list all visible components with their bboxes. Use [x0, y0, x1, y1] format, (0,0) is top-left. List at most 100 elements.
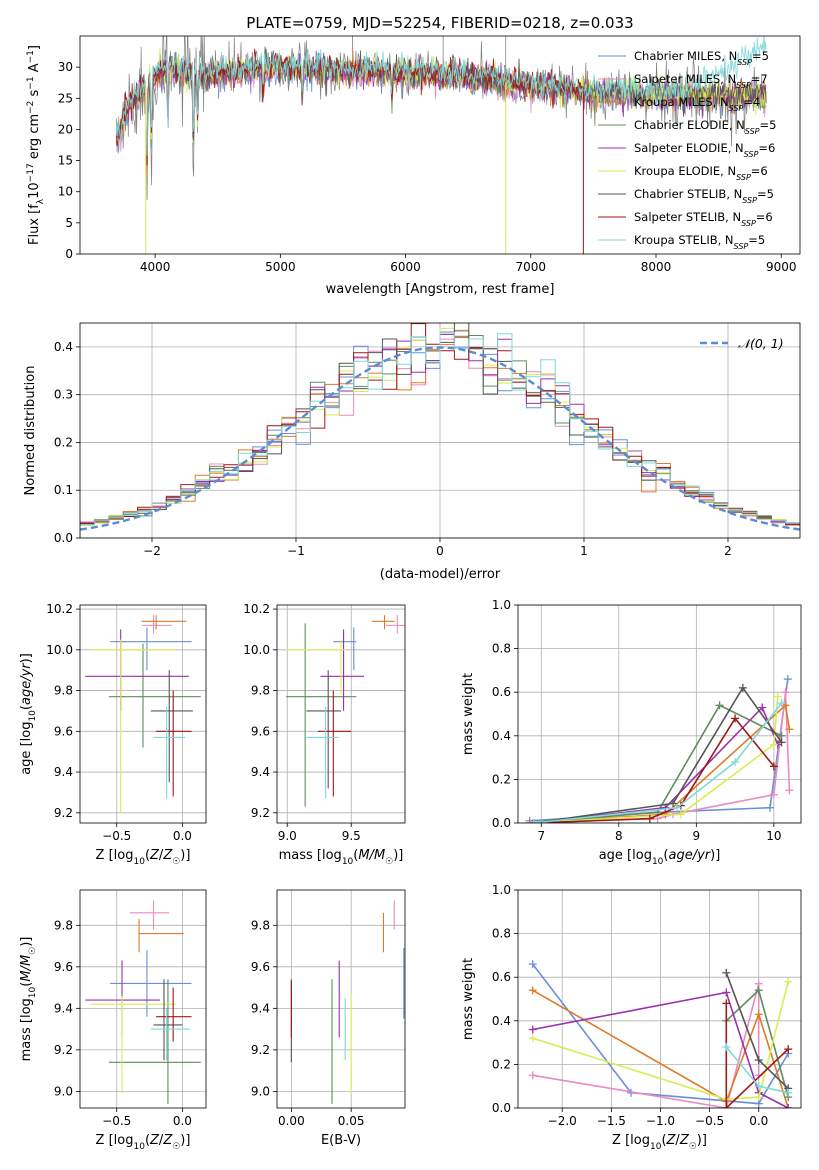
errorbar-kroupa-miles	[141, 615, 187, 630]
weight-marker-kroupa-stelib	[777, 699, 786, 708]
plot-area-mass_vs_Z	[80, 890, 206, 1108]
weight-marker-chabrier-elodie	[715, 701, 724, 710]
y-tick-label: 0.4	[492, 1014, 511, 1028]
errorbar-salpeter-miles	[129, 900, 170, 930]
y-tick-label: 9.2	[54, 1043, 73, 1057]
weight-marker-kroupa-elodie	[754, 1093, 763, 1102]
panel-mass_vs_ebv: 0.00 0.05 9.0 9.2 9.4 9.6 9.8 E(B-V)	[251, 889, 406, 1148]
x-tick-label: −2	[143, 544, 161, 558]
errorbar-salpeter-miles	[385, 615, 405, 634]
legend-label-chabrier-elodie: Chabrier ELODIE, NSSP=5	[634, 118, 776, 136]
spectrum-y-label: Flux [fλ10−17 erg cm−2 s−1 A−1]	[26, 45, 46, 245]
axes-frame-age_vs_Z	[79, 604, 207, 824]
weight-marker-salpeter-stelib	[722, 999, 731, 1008]
y-tick-label: 10.0	[243, 643, 270, 657]
weight-marker-kroupa-elodie	[773, 692, 782, 701]
y-tick-label: 9.6	[54, 960, 73, 974]
x-tick-label: 7000	[516, 260, 547, 274]
mass_vs_Z-x-label: Z [log10(Z/Z☉)]	[96, 1133, 191, 1152]
weight-marker-salpeter-stelib	[784, 1045, 793, 1054]
y-tick-label: 0.2	[492, 1057, 511, 1071]
weight-marker-kroupa-stelib	[722, 1042, 731, 1051]
x-tick-label: −0.5	[695, 1114, 724, 1128]
weight-marker-salpeter-miles	[769, 790, 778, 799]
age_vs_mass-x-label: mass [log10(M/M☉)]	[279, 848, 404, 867]
errorbar-kroupa-stelib	[306, 706, 339, 799]
residuals-x-label: (data-model)/error	[380, 567, 501, 582]
weight-marker-kroupa-miles	[785, 725, 794, 734]
x-tick-label: 0.0	[749, 1114, 768, 1128]
weight-marker-kroupa-stelib	[529, 819, 538, 823]
x-tick-label: 5000	[265, 260, 296, 274]
weight-marker-salpeter-miles	[781, 688, 790, 697]
axes-frame-weight_vs_Z	[517, 889, 802, 1109]
weight-marker-chabrier-stelib	[722, 968, 731, 977]
axes-frame-age_vs_mass	[276, 604, 406, 824]
x-tick-label: 7	[537, 829, 545, 843]
legend-label-chabrier-stelib: Chabrier STELIB, NSSP=5	[634, 187, 774, 205]
x-tick-label: −1.5	[597, 1114, 626, 1128]
weight-marker-salpeter-stelib	[645, 814, 654, 823]
weight-marker-salpeter-miles	[528, 1071, 537, 1080]
y-tick-label: 9.4	[54, 1001, 73, 1015]
y-tick-label: 9.0	[251, 1084, 270, 1098]
plot-area-weight_vs_Z	[518, 890, 801, 1108]
x-tick-label: −0.5	[102, 829, 131, 843]
plot-area-age_vs_mass	[277, 605, 405, 823]
y-tick-label: 0	[65, 247, 73, 261]
x-tick-label: 8	[615, 829, 623, 843]
gaussian-curve	[80, 346, 800, 531]
weight_vs_age-x-label: age [log10(age/yr)]	[599, 848, 721, 867]
y-tick-label: 30	[58, 60, 73, 74]
y-tick-label: 9.4	[251, 765, 270, 779]
weight-line-chabrier-miles	[532, 963, 789, 1105]
weight-line-salpeter-miles	[532, 983, 760, 1108]
panel-weight_vs_Z: −2.0 −1.5 −1.0 −0.5 0.0 0.0 0.2 0.4 0.6 0.8 1.0 Z […	[461, 883, 802, 1152]
y-tick-label: 20	[58, 122, 73, 136]
panel-residuals: −2 −1 0 1 2 0.0 0.1 0.2 0.3 0.4 (data-model)/error…	[23, 322, 801, 582]
errorbar-kroupa-elodie	[285, 639, 347, 695]
x-tick-label: 0.05	[338, 1114, 365, 1128]
panel-age_vs_Z: −0.5 0.0 9.2 9.4 9.6 9.8 10.0 10.2 Z [log10(Z/Z☉…	[19, 602, 207, 867]
y-tick-label: 9.2	[251, 806, 270, 820]
weight-marker-kroupa-stelib	[731, 757, 740, 766]
weight_vs_Z-x-label: Z [log10(Z/Z☉)]	[612, 1133, 707, 1152]
x-tick-label: 9000	[766, 260, 797, 274]
axes-frame-spectrum	[79, 35, 801, 255]
y-tick-label: 0.0	[492, 1101, 511, 1115]
weight-line-chabrier-stelib	[533, 686, 783, 823]
weight-marker-kroupa-miles	[754, 1010, 763, 1019]
errorbar-kroupa-elodie	[90, 639, 176, 813]
y-tick-label: 15	[58, 154, 73, 168]
figure-title: PLATE=0759, MJD=52254, FIBERID=0218, z=0…	[246, 14, 633, 32]
y-tick-label: 9.0	[54, 1084, 73, 1098]
weight_vs_Z-y-label: mass weight	[461, 958, 476, 1040]
y-tick-label: 9.8	[251, 684, 270, 698]
weight-marker-salpeter-stelib	[722, 1104, 731, 1108]
panel-spectrum: 4000 5000 6000 7000 8000 9000 0 5 10 15 20 25 30 wave…	[26, 35, 801, 297]
errorbar-salpeter-stelib	[156, 690, 192, 797]
y-tick-label: 0.2	[492, 772, 511, 786]
weight-marker-chabrier-stelib	[669, 799, 678, 808]
errorbar-chabrier-stelib	[150, 670, 193, 783]
x-tick-label: 1	[580, 544, 588, 558]
y-tick-label: 0.1	[54, 483, 73, 497]
panel-weight_vs_age: 7 8 9 10 0.0 0.2 0.4 0.6 0.8 1.0 age [log10(age/yr…	[461, 598, 802, 867]
x-tick-label: 4000	[140, 260, 171, 274]
axes-frame-residuals	[79, 322, 801, 539]
x-tick-label: 0.00	[278, 1114, 305, 1128]
legend-label-salpeter-miles: Salpeter MILES, NSSP=7	[634, 72, 768, 90]
weight_vs_age-y-label: mass weight	[461, 673, 476, 755]
weight-line-kroupa-miles	[532, 989, 789, 1108]
weight-line-kroupa-elodie	[533, 696, 779, 823]
errorbar-salpeter-stelib	[156, 987, 192, 1042]
errorbar-chabrier-miles	[110, 950, 192, 1017]
x-tick-label: 0.0	[173, 829, 192, 843]
x-tick-label: 2	[724, 544, 732, 558]
plot-area-mass_vs_ebv	[277, 890, 405, 1108]
x-tick-label: 9.5	[342, 829, 361, 843]
legend-label-salpeter-stelib: Salpeter STELIB, NSSP=6	[634, 210, 773, 228]
x-tick-label: −1.0	[646, 1114, 675, 1128]
weight-marker-salpeter-elodie	[758, 703, 767, 712]
weight-marker-salpeter-elodie	[722, 988, 731, 997]
